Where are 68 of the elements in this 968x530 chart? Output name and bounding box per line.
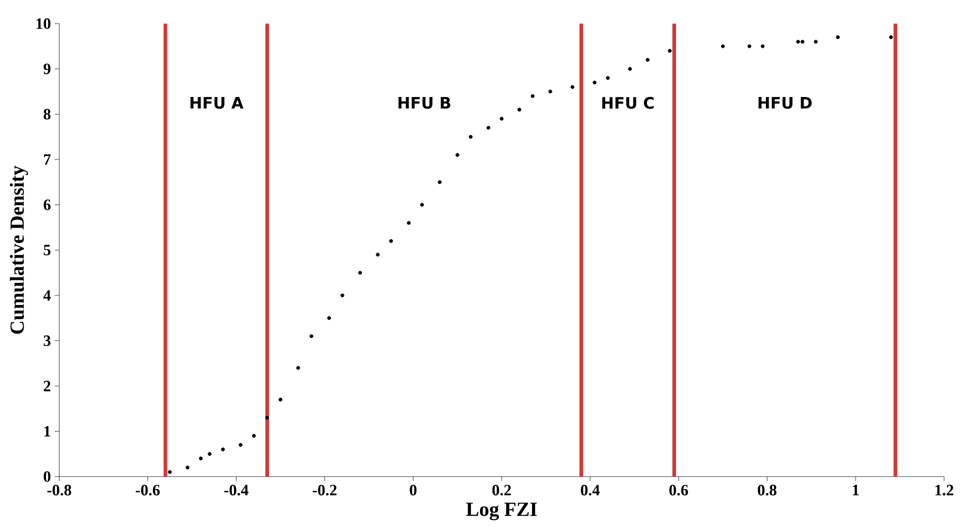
point (668, 48, 672, 53)
point (265, 416, 270, 420)
annotation: HFU C (602, 96, 654, 109)
point (456, 153, 460, 157)
point (221, 447, 225, 452)
point (252, 434, 256, 438)
point (208, 452, 212, 456)
x-tick-label: 0.2 (492, 484, 511, 496)
y-axis-title: Cumulative Density (10, 166, 28, 334)
point (278, 398, 282, 402)
point (548, 90, 552, 94)
x-tick-label: -0.8 (47, 484, 72, 496)
point (889, 35, 893, 40)
point (198, 456, 203, 460)
x-tick-label: -0.2 (312, 484, 336, 496)
point (760, 44, 765, 48)
y-tick-label: 0 (44, 471, 50, 482)
x-tick-label: 1 (852, 484, 859, 496)
y-tick-label: 9 (44, 64, 50, 74)
point (468, 134, 473, 139)
point (296, 366, 300, 370)
y-tick-label: 2 (44, 380, 50, 392)
point (814, 40, 818, 44)
point (327, 316, 332, 320)
point (592, 80, 596, 84)
point (800, 40, 804, 44)
y-tick-label: 4 (43, 290, 51, 301)
annotation: HFU D (758, 96, 812, 109)
point (628, 66, 632, 71)
point (836, 35, 840, 40)
point (570, 85, 574, 89)
point (186, 466, 190, 470)
point (720, 44, 725, 48)
y-tick-label: 3 (44, 335, 50, 346)
point (438, 180, 442, 184)
point (340, 293, 344, 298)
point (530, 94, 535, 98)
x-axis-title: Log FZI (466, 502, 537, 520)
y-tick-label: 8 (44, 108, 50, 120)
point (796, 40, 800, 44)
point (606, 76, 610, 80)
x-tick-label: 0.6 (669, 484, 688, 496)
annotation: HFU B (398, 96, 450, 109)
point (310, 334, 314, 338)
y-tick-label: 7 (44, 154, 51, 165)
point (238, 442, 243, 447)
x-tick-label: -0.6 (136, 484, 160, 496)
x-tick-label: -0.4 (224, 484, 248, 496)
y-tick-label: 10 (36, 18, 50, 29)
point (376, 252, 380, 256)
point (389, 239, 393, 243)
point (486, 126, 490, 130)
y-tick-label: 6 (44, 199, 51, 210)
point (358, 270, 362, 275)
point (420, 202, 424, 207)
x-tick-label: 0.4 (580, 484, 600, 496)
point (500, 116, 504, 121)
point (517, 108, 522, 112)
x-tick-label: 0.8 (758, 484, 776, 496)
point (748, 44, 752, 48)
x-tick-label: 0 (410, 484, 417, 496)
point (406, 221, 411, 225)
point (646, 58, 650, 62)
annotation: HFU A (190, 96, 244, 109)
x-tick-label: 1.2 (935, 484, 954, 496)
y-tick-label: 1 (44, 426, 50, 436)
y-tick-label: 5 (44, 244, 50, 256)
point (168, 470, 172, 474)
